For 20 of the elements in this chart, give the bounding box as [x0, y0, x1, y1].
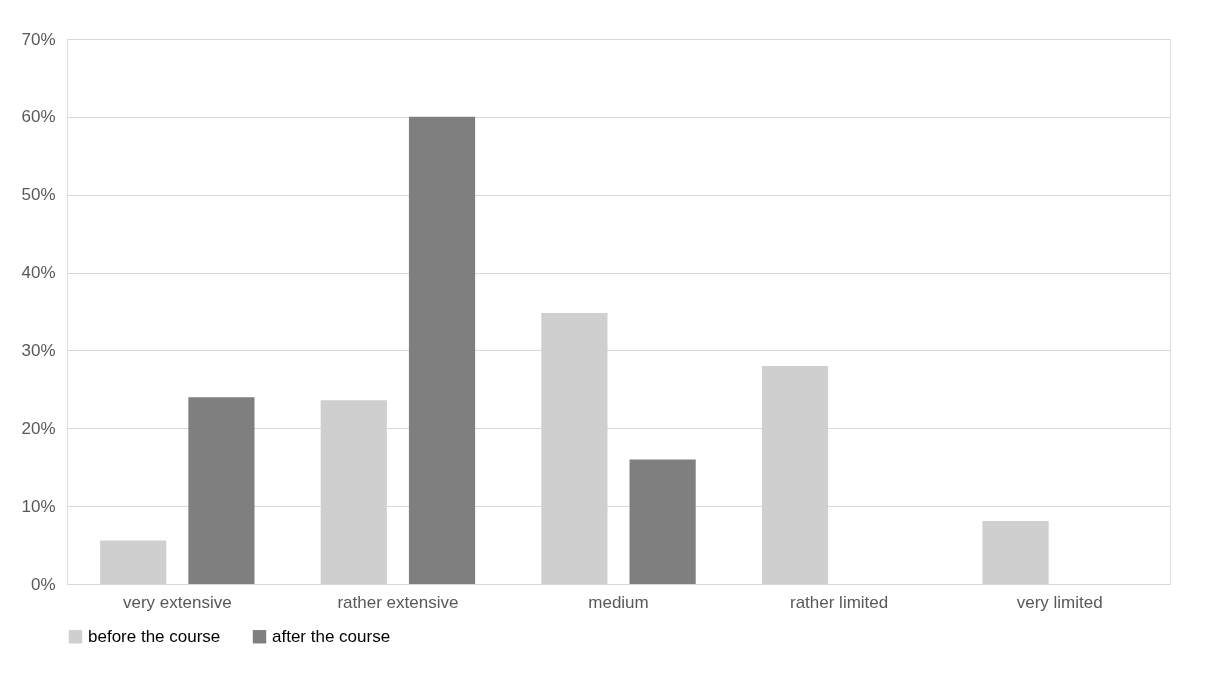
legend-label: before the course — [88, 626, 221, 646]
bar — [982, 520, 1049, 584]
legend-label: after the course — [272, 626, 391, 646]
y-tick-label: 30% — [21, 340, 56, 360]
x-tick-label: rather limited — [789, 592, 889, 612]
x-tick-label: rather extensive — [337, 592, 459, 612]
x-tick-label: medium — [588, 592, 649, 612]
y-tick-label: 0% — [30, 574, 56, 594]
bar — [188, 397, 255, 584]
y-tick-label: 40% — [21, 263, 56, 283]
y-tick-label: 60% — [21, 107, 56, 127]
bar — [629, 459, 696, 584]
x-tick-label: very limited — [1016, 592, 1103, 612]
y-tick-label: 20% — [21, 418, 56, 438]
y-tick-label: 10% — [21, 496, 56, 516]
y-tick-label: 70% — [21, 29, 56, 49]
x-tick-label: very extensive — [122, 592, 232, 612]
y-tick-label: 50% — [21, 185, 56, 205]
bar — [408, 116, 476, 584]
bar — [100, 540, 167, 584]
